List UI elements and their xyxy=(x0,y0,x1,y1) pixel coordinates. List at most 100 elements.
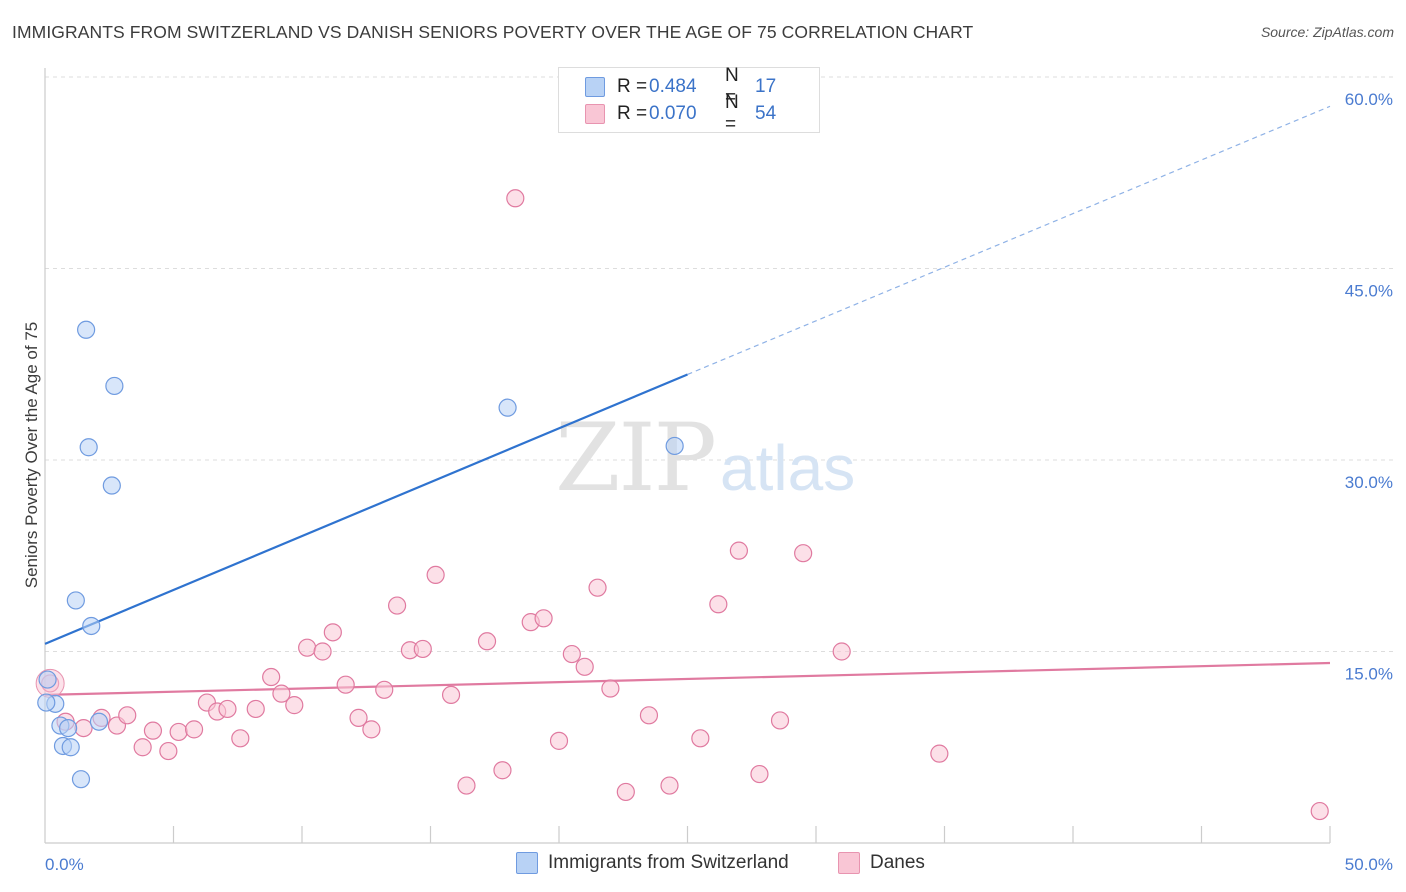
danes-point xyxy=(285,696,304,715)
legend-row-swiss: R = 0.484 N = 17 xyxy=(585,65,777,108)
x-tick-label-max: 50.0% xyxy=(1345,855,1393,874)
danes-point xyxy=(169,722,188,742)
danes-point xyxy=(549,731,569,750)
legend-swatch-swiss xyxy=(585,77,605,97)
swiss-point xyxy=(59,718,78,738)
legend-n-value-swiss: 17 xyxy=(755,76,777,97)
legend-item-swiss: Immigrants from Switzerland xyxy=(516,852,789,874)
swiss-point xyxy=(105,376,124,396)
swiss-point xyxy=(66,591,85,610)
legend-label-danes: Danes xyxy=(870,852,925,873)
chart-title: IMMIGRANTS FROM SWITZERLAND VS DANISH SE… xyxy=(12,22,974,42)
danes-point xyxy=(441,685,461,705)
legend-n-label: N = xyxy=(725,65,739,108)
danes-point xyxy=(770,711,790,730)
danes-point xyxy=(133,738,152,757)
danes-point xyxy=(457,776,476,795)
danes-point xyxy=(159,741,178,761)
correlation-legend: R = 0.484 N = 17 R = 0.070 N = 54 xyxy=(558,65,820,135)
danes-point xyxy=(298,638,317,657)
danes-point xyxy=(562,644,581,664)
danes-point xyxy=(691,729,710,748)
swiss-point xyxy=(61,738,80,757)
trend-line-swiss xyxy=(44,373,688,645)
danes-point xyxy=(794,544,813,563)
legend-r-value-swiss: 0.484 xyxy=(649,76,697,97)
series-legend: Immigrants from Switzerland Danes xyxy=(0,852,1406,878)
source-credit: Source: ZipAtlas.com xyxy=(1260,24,1394,40)
y-tick-label: 60.0% xyxy=(1345,90,1393,109)
trend-line-danes xyxy=(44,661,1331,697)
swiss-point xyxy=(89,712,109,731)
danes-point xyxy=(729,541,749,560)
danes-point xyxy=(272,684,291,703)
danes-point xyxy=(639,706,659,725)
danes-point xyxy=(184,720,204,739)
danes-point xyxy=(362,720,381,739)
swiss-point xyxy=(37,693,56,712)
danes-point xyxy=(1310,801,1329,821)
danes-point xyxy=(336,675,355,694)
danes-point xyxy=(74,718,93,738)
legend-n-value-danes: 54 xyxy=(755,103,777,124)
watermark-atlas: atlas xyxy=(720,432,855,504)
x-tick-marks xyxy=(172,826,1331,843)
danes-point xyxy=(426,565,445,585)
x-tick-label-min: 0.0% xyxy=(45,855,84,874)
danes-point xyxy=(832,642,851,661)
danes-point xyxy=(709,595,728,614)
y-tick-labels: 15.0% 30.0% 45.0% 60.0% xyxy=(1345,90,1393,684)
danes-point xyxy=(534,609,553,628)
swiss-point xyxy=(77,320,96,339)
danes-point xyxy=(262,667,281,687)
legend-label-swiss: Immigrants from Switzerland xyxy=(548,852,789,873)
danes-point xyxy=(588,578,607,597)
swiss-point xyxy=(38,670,57,689)
legend-swatch-danes xyxy=(838,852,860,874)
swiss-point xyxy=(665,436,684,456)
danes-point xyxy=(246,699,265,719)
y-tick-label: 30.0% xyxy=(1345,473,1393,492)
danes-point xyxy=(349,708,368,727)
danes-point xyxy=(218,699,237,719)
danes-point xyxy=(601,679,620,698)
danes-point xyxy=(375,680,394,699)
danes-point xyxy=(387,596,407,615)
danes-point xyxy=(493,761,512,780)
legend-n-label: N = xyxy=(725,92,739,135)
zipatlas-watermark: ZIP atlas xyxy=(555,404,855,513)
danes-point xyxy=(231,729,250,748)
danes-point xyxy=(323,623,342,642)
swiss-points xyxy=(37,320,684,789)
legend-r-label: R = xyxy=(617,103,648,124)
danes-points xyxy=(35,189,1329,821)
y-tick-label: 15.0% xyxy=(1345,665,1393,684)
swiss-point xyxy=(82,616,101,636)
danes-point xyxy=(413,639,432,659)
legend-item-danes: Danes xyxy=(838,852,925,874)
y-tick-label: 45.0% xyxy=(1345,282,1393,301)
legend-swatch-danes xyxy=(585,104,605,124)
trend-line-swiss-extension xyxy=(687,105,1331,376)
swiss-point xyxy=(102,476,121,495)
danes-point xyxy=(477,632,497,651)
danes-point xyxy=(143,721,163,740)
danes-point xyxy=(313,642,332,661)
danes-point xyxy=(750,764,769,784)
swiss-point xyxy=(498,398,517,417)
danes-point xyxy=(616,782,635,802)
danes-point xyxy=(118,706,137,725)
legend-swatch-swiss xyxy=(516,852,538,874)
legend-row-danes: R = 0.070 N = 54 xyxy=(585,92,777,135)
danes-point xyxy=(575,657,594,676)
swiss-point xyxy=(79,438,98,457)
legend-r-label: R = xyxy=(617,76,648,97)
trend-lines xyxy=(44,105,1331,697)
gridlines xyxy=(45,76,1393,652)
legend-r-value-danes: 0.070 xyxy=(649,103,697,124)
danes-point xyxy=(506,189,525,208)
swiss-point xyxy=(71,770,91,789)
danes-point xyxy=(660,776,679,795)
watermark-zip: ZIP xyxy=(555,404,715,513)
